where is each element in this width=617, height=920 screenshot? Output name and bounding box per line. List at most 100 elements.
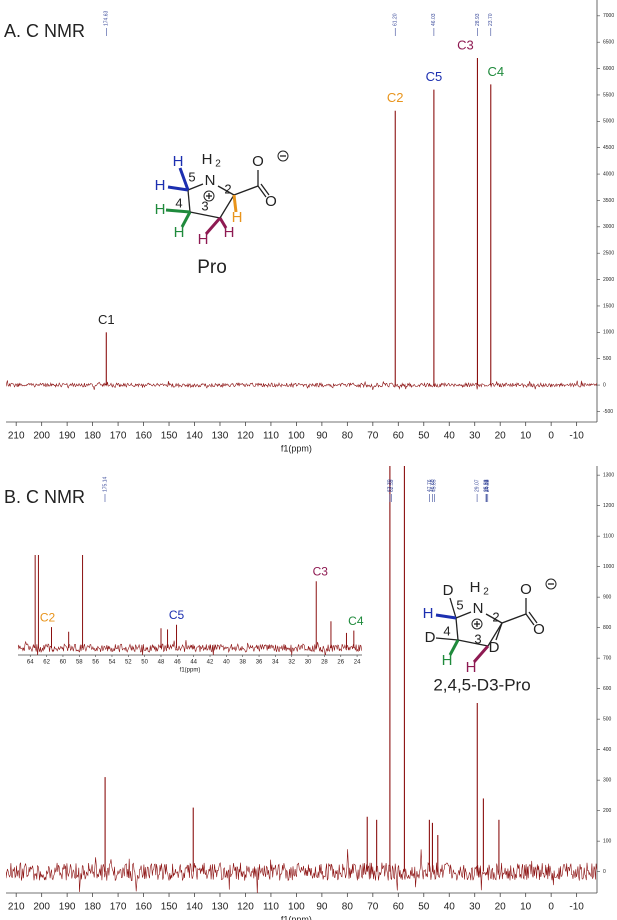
y-tick-label: 4000: [603, 171, 614, 177]
x-tick-label: 190: [59, 431, 76, 442]
atom-label: H: [202, 151, 213, 168]
shift-label: 45.85: [432, 479, 438, 492]
y-tick-label: 6000: [603, 66, 614, 72]
inset-x-tick-label: 48: [158, 660, 165, 666]
y-tick-label: 0: [603, 869, 606, 875]
peak-name: C1: [98, 312, 115, 327]
inset-x-tick-label: 46: [174, 660, 181, 666]
shift-label: 174.63: [104, 10, 110, 26]
inset-x-tick-label: 26: [337, 660, 344, 666]
y-tick-label: 5000: [603, 119, 614, 125]
x-tick-label: 140: [186, 431, 203, 442]
inset-x-tick-label: 64: [27, 660, 34, 666]
y-tick-label: 3000: [603, 224, 614, 230]
y-tick-label: 5500: [603, 92, 614, 98]
x-tick-label: 100: [288, 902, 305, 913]
atom-label: H: [174, 224, 185, 241]
peak-name: C4: [487, 64, 504, 79]
shift-label: 47.76: [427, 479, 433, 492]
x-tick-label: 10: [520, 902, 532, 913]
x-tick-label: 50: [418, 902, 430, 913]
x-tick-label: 60: [393, 902, 405, 913]
inset-peak-name: C3: [313, 564, 329, 578]
x-tick-label: 80: [342, 431, 354, 442]
y-tick-label: 2500: [603, 251, 614, 257]
atom-subscript: 2: [215, 159, 221, 170]
inset-x-tick-label: 50: [141, 660, 148, 666]
y-tick-label: 1300: [603, 472, 614, 478]
atom-label: H: [155, 201, 166, 218]
inset-x-tick-label: 56: [92, 660, 99, 666]
atom-label: D: [443, 582, 454, 599]
atom-label: D: [425, 629, 436, 646]
shift-label: 63.30: [387, 479, 393, 492]
y-tick-label: 1000: [603, 330, 614, 336]
x-tick-label: -10: [569, 902, 584, 913]
inset-x-tick-label: 58: [76, 660, 83, 666]
x-tick-label: -10: [569, 431, 584, 442]
inset-x-tick-label: 62: [43, 660, 50, 666]
atom-label: H: [470, 579, 481, 596]
atom-number: 2: [224, 181, 231, 196]
atom-label: H: [198, 231, 209, 248]
x-tick-label: 170: [110, 431, 127, 442]
y-tick-label: 700: [603, 655, 612, 661]
shift-label: 175.14: [102, 476, 108, 492]
atom-number: 3: [201, 198, 208, 213]
x-tick-label: 30: [469, 431, 481, 442]
x-tick-label: 130: [212, 902, 229, 913]
atom-label: H: [173, 153, 184, 170]
atom-label: H: [466, 659, 477, 676]
x-tick-label: 140: [186, 902, 203, 913]
y-tick-label: 800: [603, 625, 612, 631]
peak-name: C2: [387, 90, 404, 105]
y-tick-label: 300: [603, 777, 612, 783]
x-axis-label: f1(ppm): [281, 914, 312, 920]
peak-name: C3: [457, 37, 474, 52]
x-tick-label: 10: [520, 431, 532, 442]
x-tick-label: 170: [110, 902, 127, 913]
x-tick-label: 180: [84, 902, 101, 913]
chart-title: A. C NMR: [4, 21, 85, 41]
x-tick-label: 40: [444, 902, 456, 913]
baseline-noise: [6, 849, 597, 893]
atom-label: H: [442, 652, 453, 669]
x-tick-label: 90: [316, 902, 328, 913]
atom-number: 2: [492, 609, 499, 624]
x-tick-label: 160: [135, 902, 152, 913]
x-tick-label: 120: [237, 431, 254, 442]
y-tick-label: 100: [603, 838, 612, 844]
compound-name: Pro: [197, 257, 227, 278]
x-tick-label: 210: [8, 431, 25, 442]
x-tick-label: 110: [263, 431, 279, 442]
atom-number: 5: [188, 169, 195, 184]
shift-label: 24.88: [485, 479, 491, 492]
inset-x-tick-label: 24: [354, 660, 361, 666]
inset-x-tick-label: 38: [239, 660, 246, 666]
atom-number: 3: [474, 631, 481, 646]
inset-peak-name: C2: [40, 610, 56, 624]
y-tick-label: 7000: [603, 13, 614, 19]
x-tick-label: 150: [161, 431, 178, 442]
y-tick-label: 500: [603, 716, 612, 722]
y-tick-label: 1200: [603, 503, 614, 509]
y-tick-label: 900: [603, 594, 612, 600]
x-tick-label: 200: [33, 431, 50, 442]
x-tick-label: 100: [288, 431, 305, 442]
atom-label: H: [232, 209, 243, 226]
x-tick-label: 160: [135, 431, 152, 442]
inset-x-tick-label: 40: [223, 660, 230, 666]
atom-label: O: [520, 581, 532, 598]
y-tick-label: 200: [603, 808, 612, 814]
shift-label: 46.03: [431, 13, 437, 26]
atom-subscript: 2: [483, 587, 489, 598]
atom-number: 5: [456, 597, 463, 612]
x-tick-label: 50: [418, 431, 430, 442]
atom-label: O: [252, 153, 264, 170]
inset-x-tick-label: 44: [190, 660, 197, 666]
shift-label: 25.31: [484, 479, 490, 492]
inset-x-tick-label: 28: [321, 660, 328, 666]
x-tick-label: 20: [495, 902, 507, 913]
